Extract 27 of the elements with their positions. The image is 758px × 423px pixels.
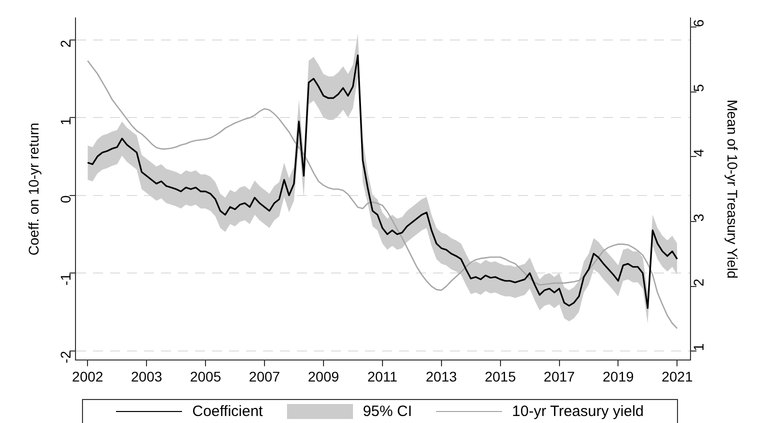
x-tick-label: 2007 xyxy=(248,368,280,384)
legend-label: Coefficient xyxy=(192,403,263,420)
y2-axis-title: Mean of 10-yr Treasury Yield xyxy=(724,100,741,279)
x-tick-label: 2002 xyxy=(72,368,104,384)
x-tick-label: 2009 xyxy=(308,368,340,384)
x-tick-label: 2003 xyxy=(131,368,162,384)
x-tick-label: 2013 xyxy=(426,368,458,384)
y2-tick-label: 5 xyxy=(690,84,706,92)
y2-tick-label: 2 xyxy=(690,278,706,286)
y-tick-label: -1 xyxy=(57,272,74,286)
y-tick-label: -2 xyxy=(57,350,74,364)
y-tick-label: 1 xyxy=(57,117,74,126)
y2-tick-label: 1 xyxy=(690,343,706,352)
y2-tick-label: 6 xyxy=(690,19,706,28)
x-tick-label: 2017 xyxy=(544,368,576,384)
y-tick-label: 0 xyxy=(57,195,74,204)
x-tick-label: 2021 xyxy=(662,368,693,384)
x-tick-label: 2015 xyxy=(484,368,516,384)
y2-tick-label: 4 xyxy=(690,148,706,157)
x-tick-label: 2019 xyxy=(602,368,634,384)
legend-label: 10-yr Treasury yield xyxy=(512,403,644,420)
y-axis-title: Coeff. on 10-yr return xyxy=(25,122,42,256)
y2-tick-label: 3 xyxy=(690,214,706,222)
x-tick-label: 2011 xyxy=(367,368,398,384)
x-tick-label: 2005 xyxy=(190,368,222,384)
text: 95% CI xyxy=(362,403,412,420)
y-tick-label: 2 xyxy=(57,40,74,48)
